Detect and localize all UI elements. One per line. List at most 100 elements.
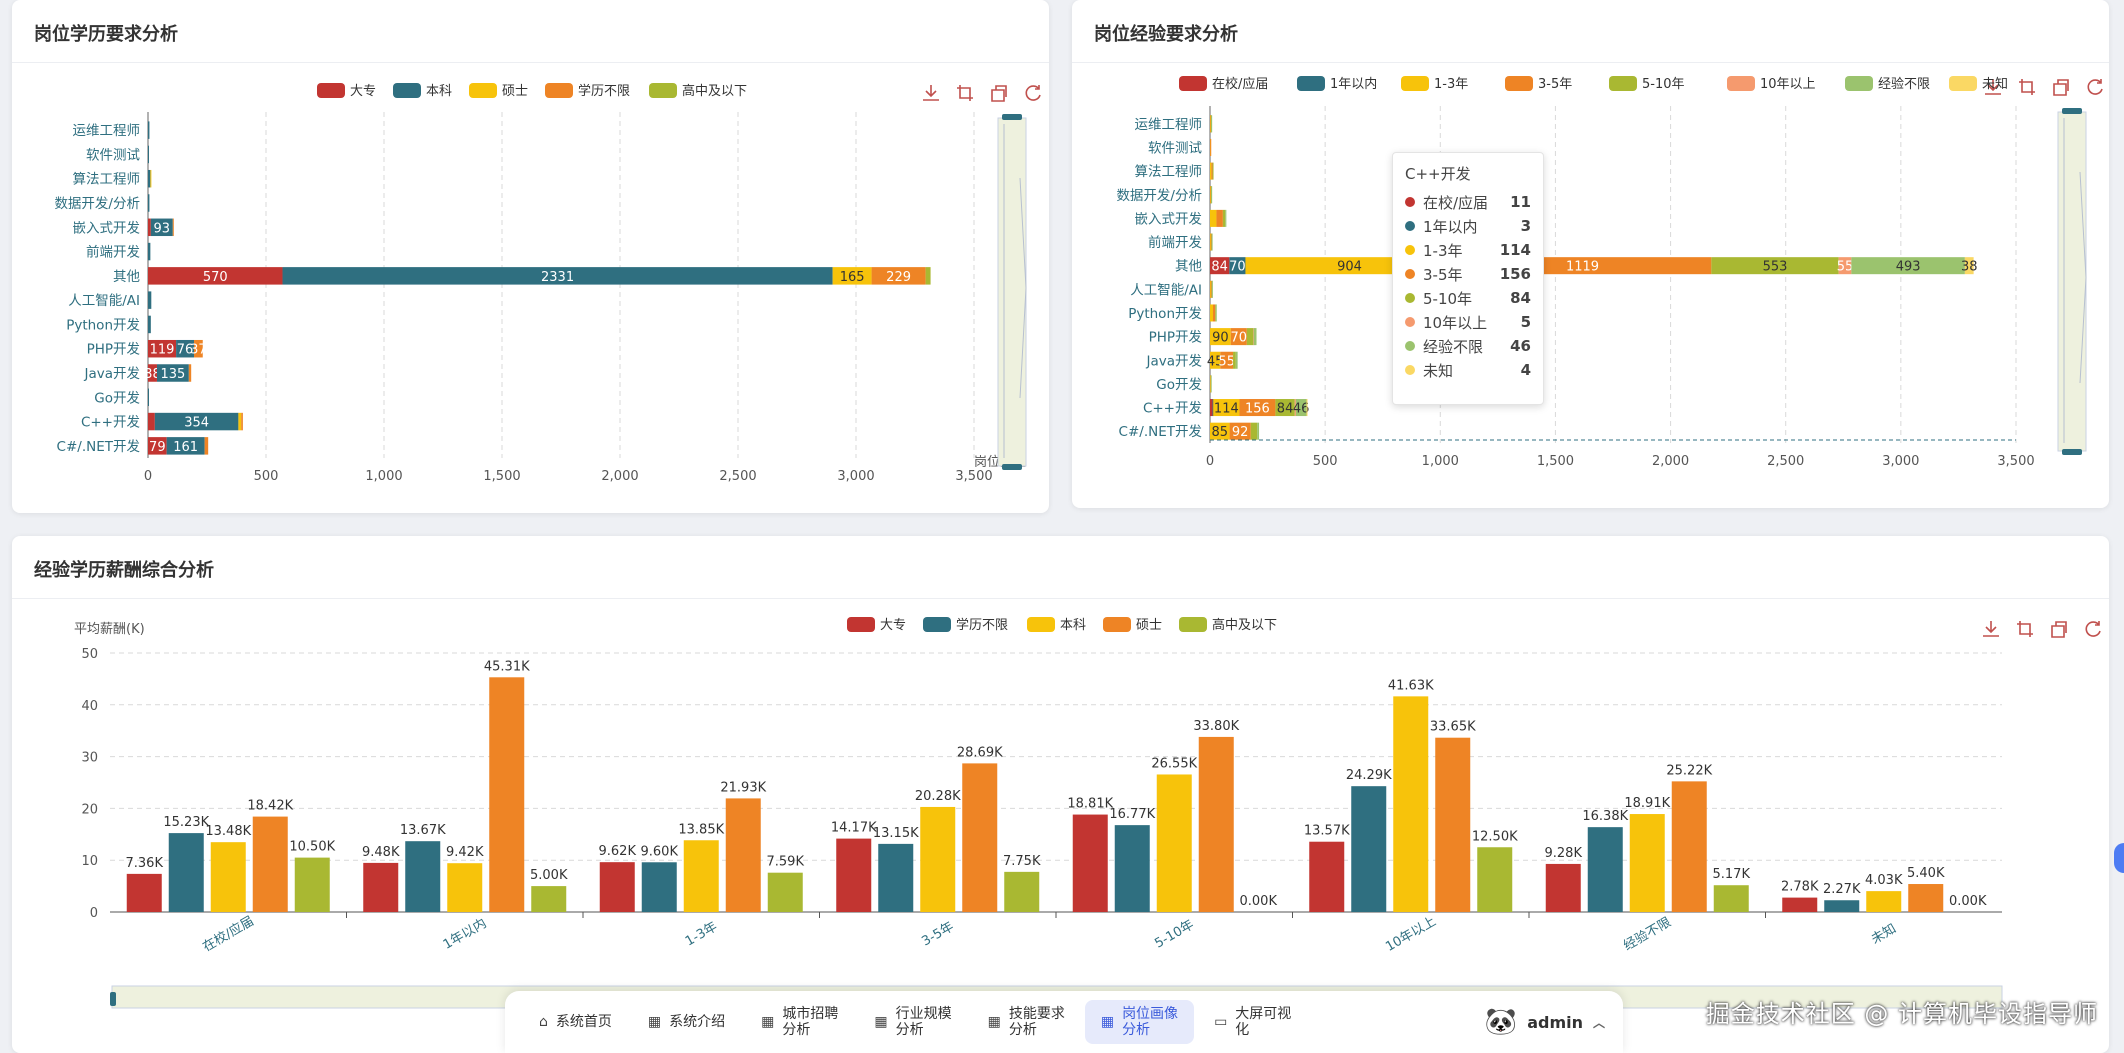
- nav-item[interactable]: ⌂ 系统首页: [523, 1000, 628, 1044]
- refresh-icon[interactable]: [2082, 618, 2104, 640]
- bar-segment[interactable]: [1210, 280, 1212, 298]
- salary-bar[interactable]: [210, 842, 246, 912]
- bar-segment[interactable]: [832, 267, 872, 285]
- exp-legend-item[interactable]: 1-3年: [1401, 76, 1468, 92]
- bar-segment[interactable]: [1711, 257, 1839, 275]
- bar-segment[interactable]: [1213, 399, 1240, 417]
- exp-legend-item[interactable]: 3-5年: [1505, 76, 1572, 92]
- bar-segment[interactable]: [1964, 257, 1974, 275]
- salary-bar[interactable]: [531, 886, 567, 912]
- bar-segment[interactable]: [1253, 328, 1257, 346]
- exp-zoom-slider[interactable]: [2057, 108, 2087, 455]
- salary-bar[interactable]: [1072, 814, 1108, 912]
- salary-bar[interactable]: [683, 840, 719, 912]
- bar-segment[interactable]: [148, 242, 151, 261]
- download-icon[interactable]: [920, 82, 942, 104]
- salary-bar[interactable]: [1477, 847, 1513, 912]
- bar-segment[interactable]: [282, 267, 833, 285]
- bar-segment[interactable]: [1211, 233, 1213, 251]
- exp-legend-item[interactable]: 5-10年: [1609, 76, 1685, 92]
- salary-bar[interactable]: [962, 763, 998, 912]
- zoom-reset-icon[interactable]: [988, 82, 1010, 104]
- bar-segment[interactable]: [1220, 351, 1234, 369]
- salary-bar[interactable]: [126, 873, 162, 912]
- bar-segment[interactable]: [150, 169, 152, 188]
- salary-bar[interactable]: [1435, 737, 1471, 912]
- salary-bar[interactable]: [405, 841, 441, 912]
- bar-segment[interactable]: [148, 388, 149, 407]
- bar-segment[interactable]: [148, 121, 150, 139]
- salary-legend-item[interactable]: 本科: [1027, 617, 1086, 633]
- bar-segment[interactable]: [1210, 280, 1211, 298]
- bar-segment[interactable]: [1215, 304, 1217, 322]
- bar-segment[interactable]: [871, 267, 926, 285]
- bar-segment[interactable]: [204, 437, 209, 455]
- bar-segment[interactable]: [1210, 209, 1217, 227]
- bar-segment[interactable]: [148, 194, 150, 212]
- bar-segment[interactable]: [1225, 209, 1227, 227]
- refresh-icon[interactable]: [1022, 82, 1044, 104]
- bar-segment[interactable]: [1250, 422, 1258, 440]
- download-icon[interactable]: [1980, 618, 2002, 640]
- bar-segment[interactable]: [176, 339, 195, 358]
- nav-item[interactable]: ▦ 技能要求分析: [972, 1000, 1081, 1044]
- salary-bar[interactable]: [1782, 897, 1818, 912]
- bar-segment[interactable]: [1211, 186, 1213, 204]
- floating-handle[interactable]: [2114, 843, 2124, 873]
- bar-segment[interactable]: [1216, 209, 1223, 227]
- salary-bar[interactable]: [1393, 696, 1429, 912]
- download-icon[interactable]: [1982, 76, 2004, 98]
- zoom-icon[interactable]: [954, 82, 976, 104]
- zoom-reset-icon[interactable]: [2048, 618, 2070, 640]
- bar-segment[interactable]: [1210, 233, 1212, 251]
- refresh-icon[interactable]: [2084, 76, 2106, 98]
- salary-bar[interactable]: [294, 857, 330, 912]
- salary-bar[interactable]: [1545, 863, 1581, 912]
- salary-bar[interactable]: [1587, 827, 1623, 912]
- bar-segment[interactable]: [148, 339, 177, 358]
- bar-segment[interactable]: [148, 218, 151, 237]
- bar-segment[interactable]: [148, 412, 155, 431]
- salary-bar[interactable]: [1004, 871, 1040, 912]
- bar-segment[interactable]: [1211, 162, 1213, 180]
- bar-segment[interactable]: [156, 364, 189, 382]
- edu-legend-item[interactable]: 大专: [317, 83, 376, 99]
- bar-segment[interactable]: [1210, 162, 1212, 180]
- user-menu[interactable]: 🐼 admin ︿: [1485, 1007, 1605, 1037]
- exp-legend-item[interactable]: 经验不限: [1845, 76, 1930, 92]
- bar-segment[interactable]: [1230, 328, 1247, 346]
- bar-segment[interactable]: [1210, 233, 1211, 251]
- bar-segment[interactable]: [1212, 304, 1216, 322]
- salary-bar[interactable]: [168, 833, 204, 912]
- bar-segment[interactable]: [1210, 304, 1213, 322]
- bar-segment[interactable]: [925, 267, 931, 285]
- bar-segment[interactable]: [188, 364, 192, 382]
- bar-segment[interactable]: [1306, 399, 1308, 417]
- bar-segment[interactable]: [1210, 422, 1230, 440]
- zoom-handle-top[interactable]: [2062, 108, 2082, 114]
- salary-bar[interactable]: [447, 863, 483, 912]
- bar-segment[interactable]: [1294, 399, 1296, 417]
- exp-legend-item[interactable]: 10年以上: [1727, 76, 1816, 92]
- zoom-reset-icon[interactable]: [2050, 76, 2072, 98]
- bar-segment[interactable]: [1246, 328, 1254, 346]
- salary-legend-item[interactable]: 大专: [847, 617, 906, 633]
- zoom-icon[interactable]: [2016, 76, 2038, 98]
- salary-bar[interactable]: [363, 862, 399, 912]
- salary-legend-item[interactable]: 高中及以下: [1179, 617, 1277, 633]
- nav-item[interactable]: ▦ 行业规模分析: [858, 1000, 967, 1044]
- edu-legend-item[interactable]: 高中及以下: [649, 83, 747, 99]
- salary-bar[interactable]: [1713, 885, 1749, 912]
- bar-segment[interactable]: [172, 218, 174, 237]
- bar-segment[interactable]: [1210, 138, 1212, 156]
- bar-segment[interactable]: [1212, 162, 1214, 180]
- bar-segment[interactable]: [150, 218, 173, 237]
- exp-legend-item[interactable]: 1年以内: [1297, 76, 1377, 92]
- bar-segment[interactable]: [148, 291, 152, 309]
- bar-segment[interactable]: [1210, 351, 1221, 369]
- salary-bar[interactable]: [252, 816, 288, 912]
- nav-item[interactable]: ▭ 大屏可视化: [1198, 1000, 1307, 1044]
- bar-segment[interactable]: [1212, 399, 1214, 417]
- bar-segment[interactable]: [148, 437, 167, 455]
- nav-item[interactable]: ▦ 城市招聘分析: [745, 1000, 854, 1044]
